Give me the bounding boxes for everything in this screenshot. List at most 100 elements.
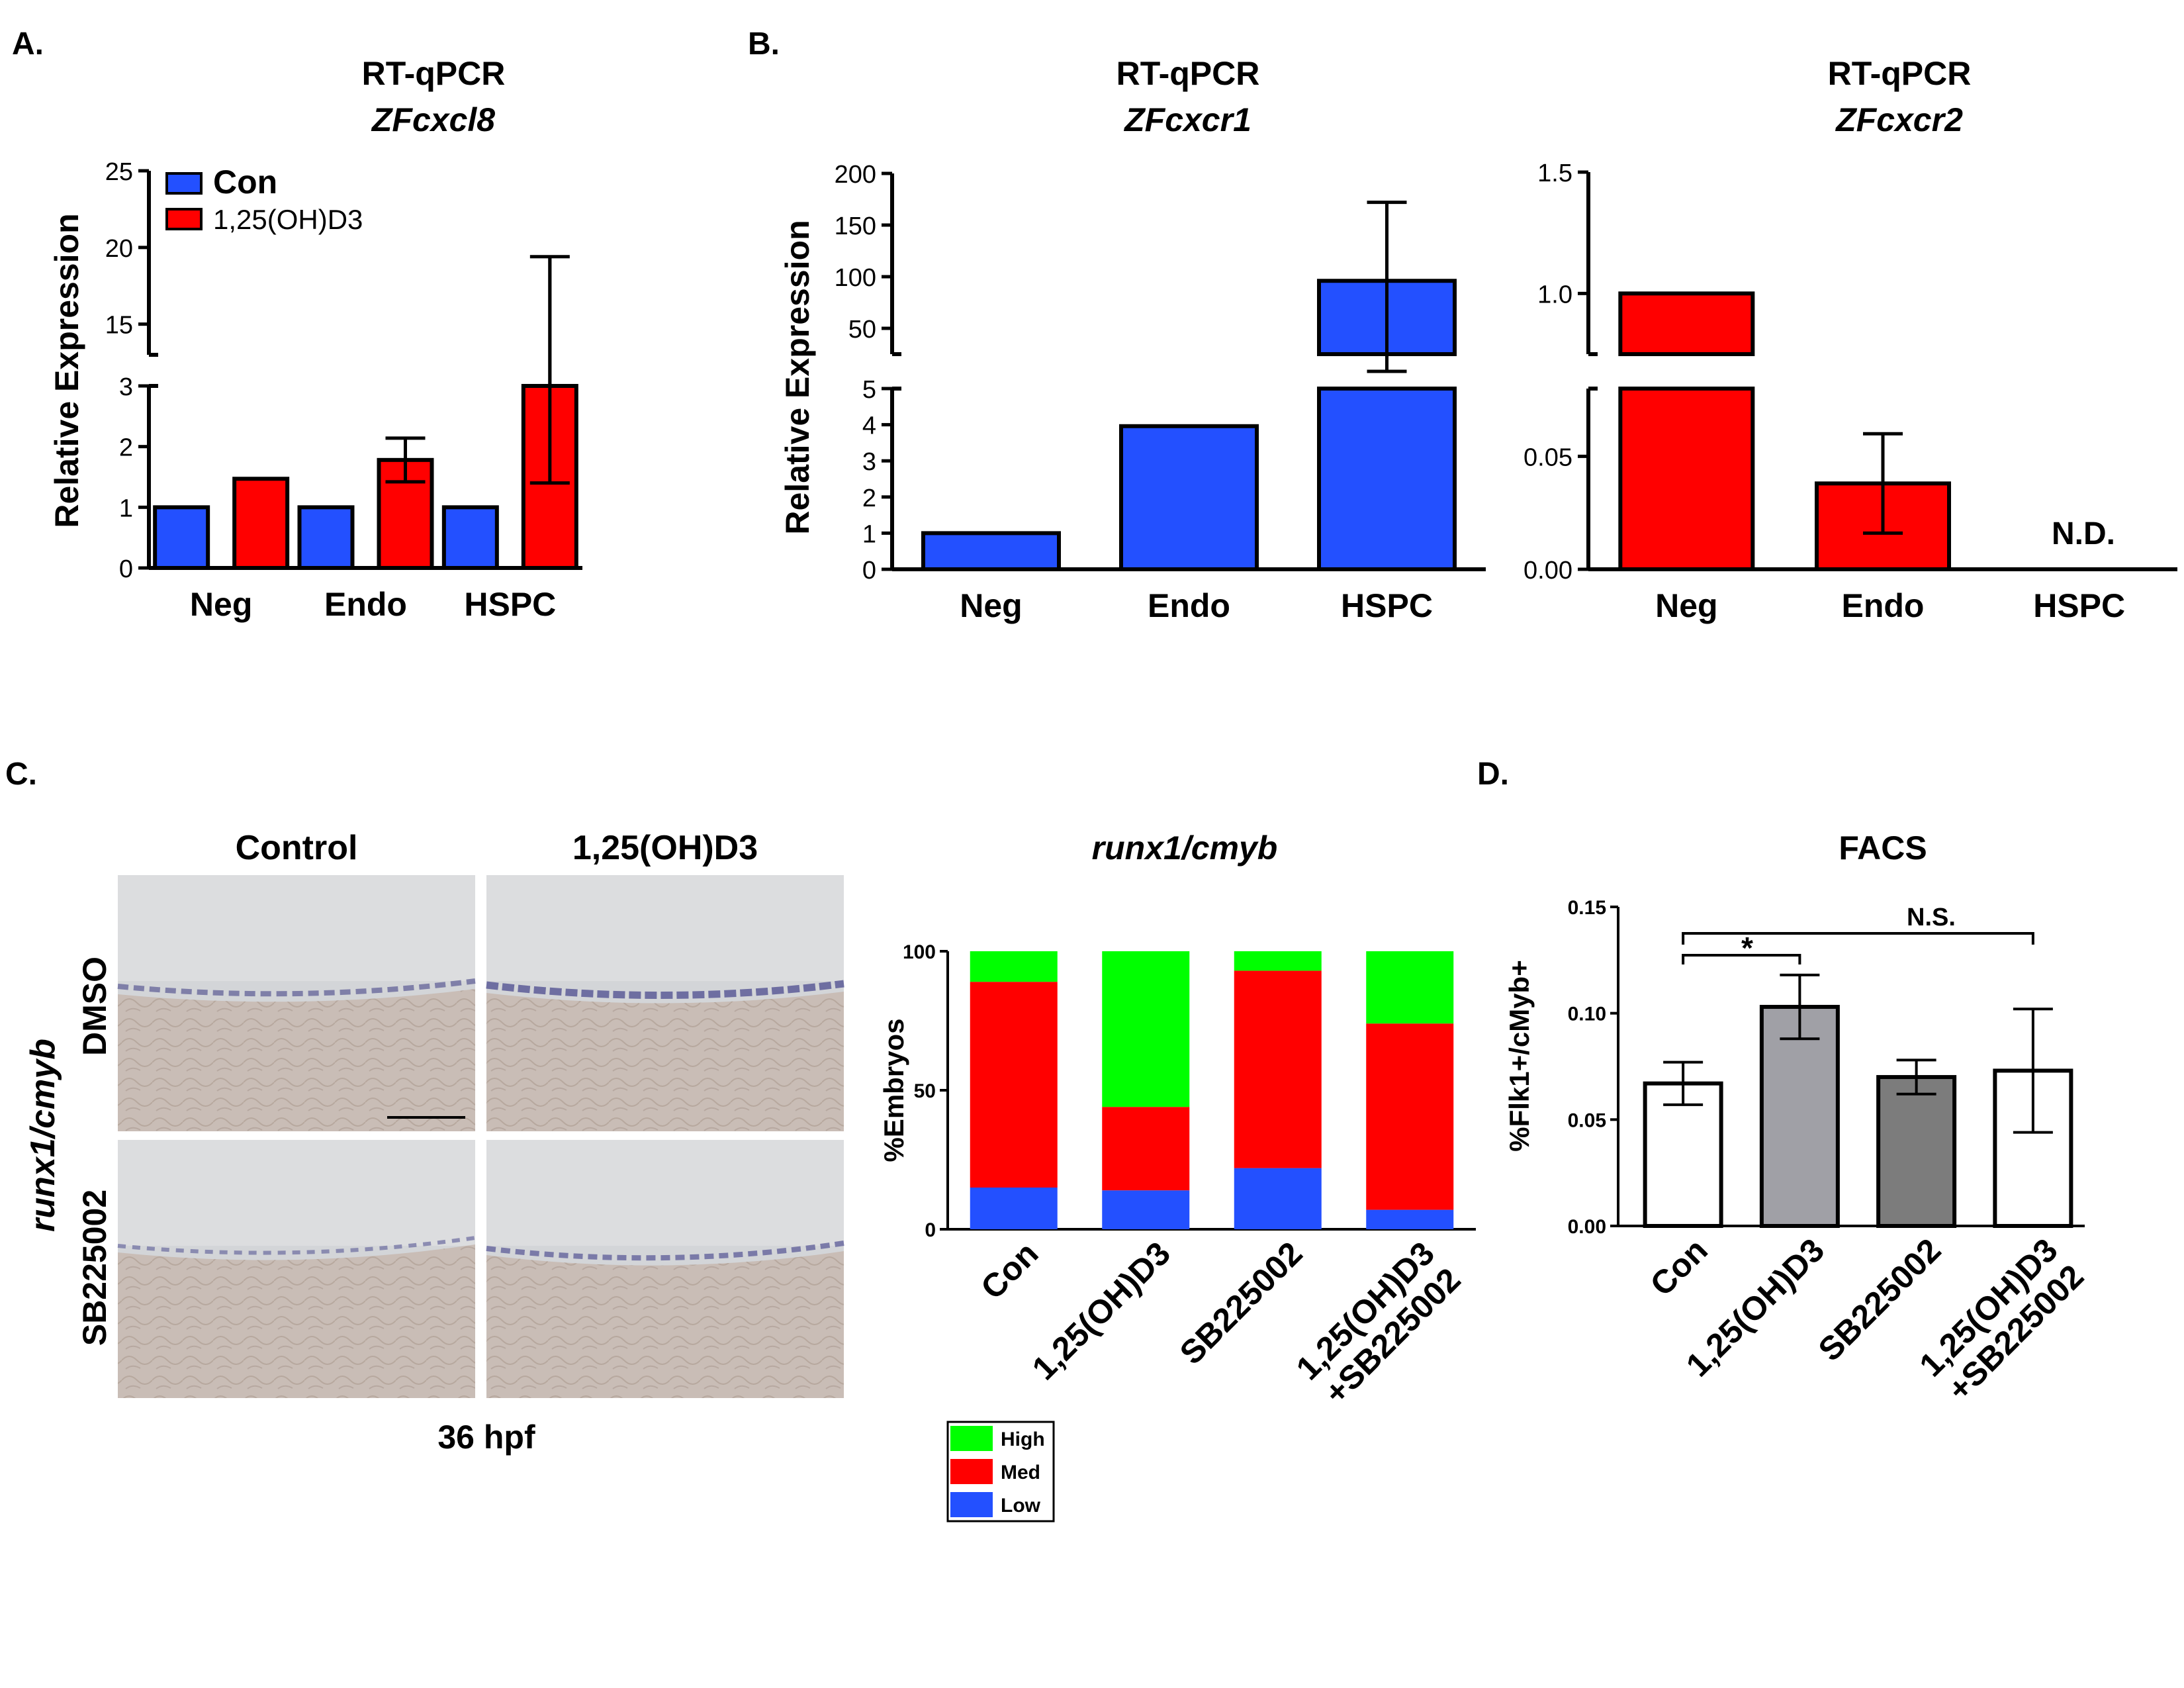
panel-b: B. RT-qPCR ZFcxcr1 RT-qPCR ZFcxcr2 N.D. … [748,26,2177,624]
legend-label-high: High [1001,1429,1045,1450]
micrograph-control-sb [117,1140,476,1398]
legend-label-1-25-oh-d3: 1,25(OH)D3 [213,204,363,235]
legend-swatch-1-25-oh-d3 [165,208,203,230]
x-tick-label-endo: Endo [324,586,407,623]
y-tick-label-25: 25 [105,158,133,186]
y-tick-label-0-15: 0.15 [1568,897,1606,919]
image-caption: 36 hpf [437,1419,535,1456]
panel-d: D. FACS * N.S. 0.00 0.05 0.10 0.15 %Flk1+/cM… [1477,757,2091,1408]
panel-a-subtitle: ZFcxcl8 [371,101,495,138]
x-tick-label-line-0: SB225002 [1173,1235,1310,1372]
x-tick-label-hspc: HSPC [1341,587,1433,624]
x-tick-label-con: Con [1643,1231,1715,1303]
panel-b1-subtitle: ZFcxcr1 [1123,101,1251,138]
y-tick-label-0: 0 [862,557,876,585]
panel-d-letter: D. [1477,757,1509,792]
panel-a-letter: A. [12,26,44,62]
y-axis-title: Relative Expression [48,213,85,528]
x-tick-label-neg: Neg [960,587,1022,624]
y-tick-label-0: 0 [925,1219,936,1241]
panel-a-title: RT-qPCR [362,55,506,92]
chart-a: 15 20 25 0 1 2 3 Neg Endo HSPC Relative Expression… [48,158,582,623]
image-row-label-dmso: DMSO [76,957,113,1056]
y-tick-label-3: 3 [119,373,133,401]
stacked-bar-1-25-oh-d3-sb225002-low [1366,1209,1454,1229]
x-tick-label-hspc: HSPC [464,586,556,623]
legend-label-low: Low [1001,1495,1041,1517]
chart-d: 0.000.050.100.15%Flk1+/cMyb+Con1,25(OH)D… [1504,897,2091,1408]
stacked-bar-1-25-oh-d3-med [1102,1107,1190,1191]
panel-b2-title: RT-qPCR [1828,55,1972,92]
bar-sb225002 [1876,1075,1957,1228]
x-tick-label-line-0: Con [1643,1231,1715,1303]
y-tick-label-2: 2 [119,434,133,462]
chart-b1: 50 100 150 200 0 1 2 3 4 5 Neg Endo HSPC Relative Exp… [779,161,1486,624]
y-axis-title: Relative Expression [779,220,816,534]
bar-neg-lower-0 [1618,387,1755,571]
y-tick-label-100: 100 [903,941,936,963]
x-tick-label-1-25-oh-d3-sb225002: 1,25(OH)D3+SB225002 [1289,1235,1468,1413]
sig-bracket-ns [1682,932,2034,945]
legend-label-con: Con [213,164,277,201]
y-tick-label-50: 50 [914,1080,936,1102]
bar-neg-0 [921,531,1061,572]
y-axis-title: %Embryos [878,1018,909,1162]
panel-b-letter: B. [748,26,780,62]
bar-hspc-lower-0 [1317,387,1457,571]
stacked-bar-sb225002-med [1234,970,1322,1168]
y-tick-label-20: 20 [105,235,133,263]
y-tick-label-1-0: 1.0 [1537,281,1572,308]
sig-ns-label: N.S. [1907,904,1956,931]
nd-label: N.D. [2052,516,2115,551]
legend-label-med: Med [1001,1462,1040,1483]
x-tick-label-con: Con [974,1235,1045,1306]
panel-b1-title: RT-qPCR [1116,55,1260,92]
x-tick-label-neg: Neg [1655,587,1717,624]
y-tick-label-150: 150 [835,212,876,240]
stacked-bar-1-25-oh-d3-low [1102,1190,1190,1229]
stacked-bar-con-low [970,1188,1058,1229]
y-tick-label-3: 3 [862,448,876,476]
x-tick-label-hspc: HSPC [2033,587,2125,624]
bar-endo-0 [1119,424,1259,571]
x-tick-label-endo: Endo [1148,587,1230,624]
bar-neg-0 [153,505,210,570]
image-side-label: runx1/cmyb [24,1039,62,1232]
stacked-bar-con-high [970,951,1058,982]
panel-d-title: FACS [1839,829,1927,867]
image-col-label-control: Control [236,829,358,867]
bar-neg-upper-0 [1618,291,1755,357]
bar-con [1643,1081,1723,1228]
stacked-bar-sb225002-low [1234,1168,1322,1229]
micrograph-vitd-dmso [486,875,844,1131]
bar-endo-0 [297,505,355,570]
micrograph-control-dmso [117,875,476,1131]
y-tick-label-4: 4 [862,412,876,440]
y-tick-label-15: 15 [105,312,133,340]
y-tick-label-0-00: 0.00 [1524,557,1572,585]
y-tick-label-0-05: 0.05 [1524,444,1572,471]
x-tick-label-sb225002: SB225002 [1173,1235,1310,1372]
x-tick-label-neg: Neg [190,586,252,623]
legend-swatch-high [950,1426,993,1451]
bar-hspc-0 [441,505,499,570]
y-tick-label-100: 100 [835,264,876,292]
bar-1-25-oh-d3 [1759,1005,1840,1228]
panel-a: A. RT-qPCR ZFcxcl8 15 20 25 0 1 2 3 Neg Endo HSPC… [12,26,582,623]
y-tick-label-0-00: 0.00 [1568,1216,1606,1238]
chart-b2: 1.0 1.5 0.00 0.05 Neg Endo HSPC [1524,160,2177,624]
y-tick-label-50: 50 [848,316,876,344]
y-tick-label-5: 5 [862,376,876,404]
sig-bracket-star [1682,954,1801,964]
legend-swatch-med [950,1459,993,1484]
panel-c-letter: C. [5,757,37,792]
stacked-bar-1-25-oh-d3-high [1102,951,1190,1107]
y-tick-label-1-5: 1.5 [1537,160,1572,187]
bar-neg-1 [232,477,290,570]
image-col-label-vitd: 1,25(OH)D3 [572,829,758,867]
legend-swatch-con [165,172,203,195]
x-tick-label-line-0: Con [974,1235,1045,1306]
y-tick-label-200: 200 [835,161,876,189]
panel-c: C. Control 1,25(OH)D3 DMSO SB225002 runx… [5,757,1476,1523]
